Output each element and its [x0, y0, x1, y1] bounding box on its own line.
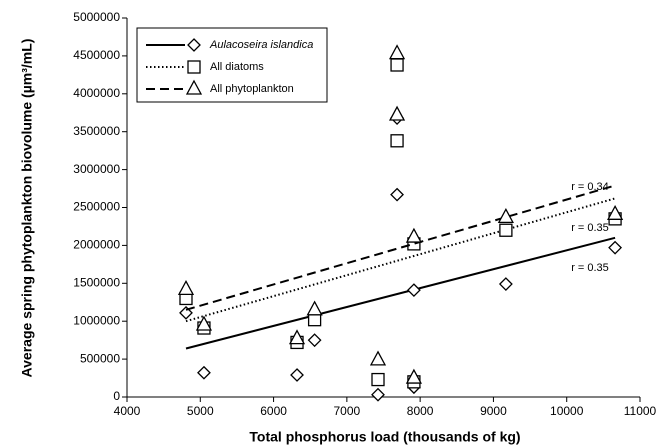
y-tick-label: 4000000 [73, 86, 120, 100]
y-tick-label: 500000 [80, 351, 120, 365]
point [390, 58, 404, 72]
x-tick-label: 7000 [334, 404, 361, 418]
point [195, 315, 213, 331]
x-axis-title: Total phosphorus load (thousands of kg) [249, 429, 520, 445]
legend-label: All diatoms [210, 61, 264, 73]
x-tick-label: 11000 [624, 404, 657, 418]
trend-label: r = 0.35 [571, 222, 609, 234]
x-tick-label: 8000 [407, 404, 434, 418]
point [608, 240, 623, 255]
x-tick-label: 10000 [550, 404, 584, 418]
point [307, 333, 322, 348]
point [390, 187, 404, 202]
y-tick-label: 5000000 [73, 10, 120, 24]
point [371, 372, 385, 387]
point [177, 279, 195, 296]
y-axis-title: Average spring phytoplankton biovolume (… [19, 39, 35, 378]
legend-marker [187, 60, 201, 74]
y-tick-label: 2000000 [73, 238, 120, 252]
y-tick-label: 4500000 [73, 48, 120, 62]
y-tick-label: 0 [113, 389, 120, 403]
point [499, 223, 513, 237]
point [306, 300, 323, 316]
point [405, 368, 423, 384]
trend-line [185, 184, 616, 311]
point [405, 227, 423, 243]
y-tick-label: 3000000 [73, 162, 120, 176]
point [288, 329, 306, 345]
y-tick-label: 3500000 [73, 124, 120, 138]
point [497, 207, 514, 224]
y-tick-label: 2500000 [73, 200, 120, 214]
legend-marker [187, 38, 201, 52]
point [388, 105, 406, 121]
x-tick-label: 6000 [260, 404, 287, 418]
point [406, 283, 421, 298]
y-tick-label: 1500000 [73, 275, 120, 289]
y-tick-label: 1000000 [73, 313, 120, 327]
point [290, 368, 304, 382]
legend-label: All phytoplankton [210, 83, 294, 95]
trend-label: r = 0.34 [571, 181, 609, 193]
legend-label: Aulacoseira islandica [209, 39, 313, 51]
legend-marker [185, 79, 203, 95]
x-tick-label: 4000 [114, 404, 141, 418]
x-tick-label: 5000 [187, 404, 214, 418]
point [390, 134, 404, 148]
point [197, 365, 211, 380]
trend-label: r = 0.35 [571, 262, 609, 274]
x-tick-label: 9000 [480, 404, 507, 418]
point [606, 204, 624, 220]
trend-line [185, 197, 616, 323]
point [307, 313, 322, 327]
point [388, 44, 406, 60]
trend-line [185, 236, 616, 350]
point [369, 350, 387, 366]
point [371, 387, 385, 402]
point [498, 277, 513, 291]
